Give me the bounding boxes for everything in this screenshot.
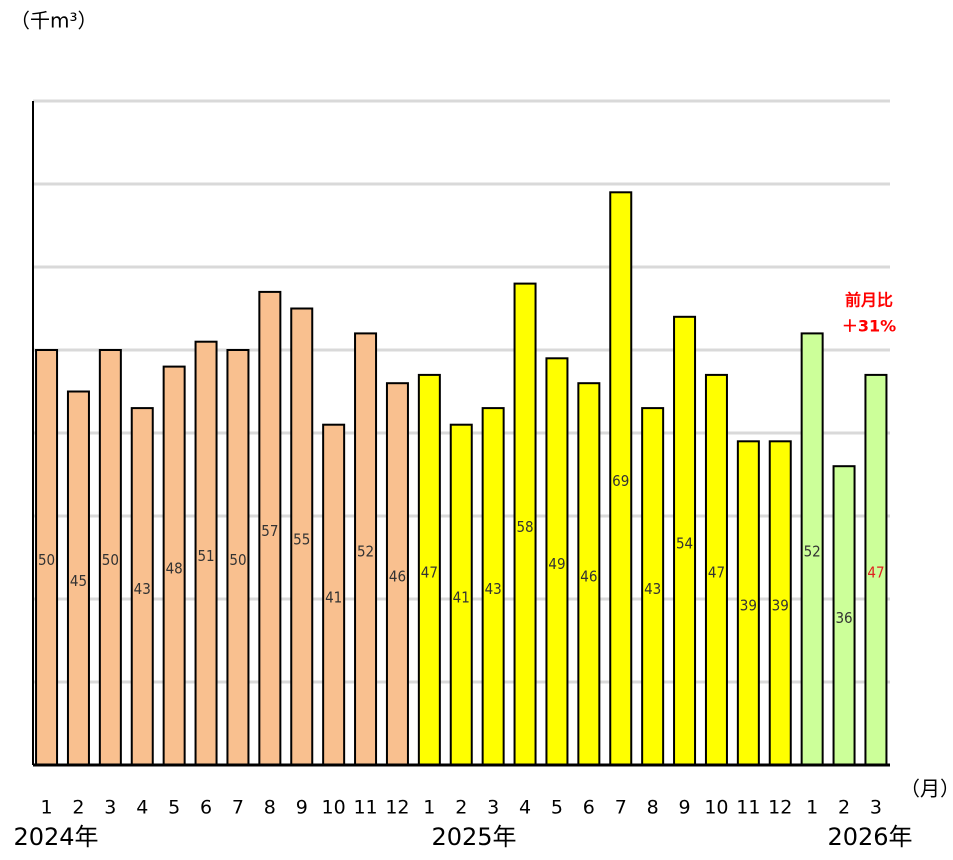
x-tick-label: 2 (455, 797, 467, 819)
value-label: 52 (804, 543, 821, 561)
x-tick-label: 7 (615, 797, 627, 819)
x-tick-label: 9 (679, 797, 691, 819)
value-label: 47 (708, 563, 725, 581)
value-label: 39 (740, 597, 757, 615)
value-label: 55 (293, 530, 310, 548)
x-tick-label: 6 (200, 797, 212, 819)
x-tick-label: 3 (870, 797, 882, 819)
value-label: 47 (867, 563, 884, 581)
value-label: 52 (357, 543, 374, 561)
value-label: 49 (548, 555, 565, 573)
value-label: 41 (325, 588, 342, 606)
year-label: 2025年 (431, 823, 516, 851)
x-tick-label: 9 (296, 797, 308, 819)
value-label: 46 (389, 568, 406, 586)
x-tick-label: 3 (487, 797, 499, 819)
value-label: 48 (166, 559, 183, 577)
x-tick-label: 12 (768, 797, 792, 819)
value-label: 43 (644, 580, 661, 598)
x-tick-label: 2 (72, 797, 84, 819)
value-label: 43 (134, 580, 151, 598)
value-label: 57 (261, 522, 278, 540)
y-unit-label: （千m³） (10, 9, 98, 33)
value-label: 47 (421, 563, 438, 581)
value-label: 50 (229, 551, 246, 569)
value-label: 45 (70, 572, 87, 590)
x-tick-label: 8 (647, 797, 659, 819)
annotation: ＋31% (842, 317, 896, 336)
value-label: 36 (835, 609, 852, 627)
value-label: 41 (453, 588, 470, 606)
x-tick-label: 5 (551, 797, 563, 819)
value-label: 51 (197, 547, 214, 565)
year-label: 2024年 (13, 823, 98, 851)
x-tick-label: 2 (838, 797, 850, 819)
x-tick-label: 3 (104, 797, 116, 819)
value-label: 46 (580, 568, 597, 586)
x-tick-label: 7 (232, 797, 244, 819)
x-unit-label: （月） (900, 777, 953, 801)
x-tick-label: 5 (168, 797, 180, 819)
value-label: 50 (102, 551, 119, 569)
x-tick-label: 11 (353, 797, 377, 819)
value-label: 69 (612, 472, 629, 490)
x-tick-label: 6 (583, 797, 595, 819)
x-tick-label: 11 (736, 797, 760, 819)
value-label: 43 (485, 580, 502, 598)
year-label: 2026年 (827, 823, 912, 851)
value-label: 50 (38, 551, 55, 569)
x-tick-label: 8 (264, 797, 276, 819)
x-tick-label: 10 (322, 797, 346, 819)
x-tick-label: 1 (423, 797, 435, 819)
x-tick-label: 1 (806, 797, 818, 819)
x-tick-label: 4 (136, 797, 148, 819)
x-tick-label: 12 (385, 797, 409, 819)
value-label: 39 (772, 597, 789, 615)
x-tick-label: 1 (41, 797, 53, 819)
x-tick-label: 10 (704, 797, 728, 819)
annotation: 前月比 (845, 291, 893, 310)
value-label: 58 (516, 518, 533, 536)
x-tick-label: 4 (519, 797, 531, 819)
value-label: 54 (676, 534, 693, 552)
